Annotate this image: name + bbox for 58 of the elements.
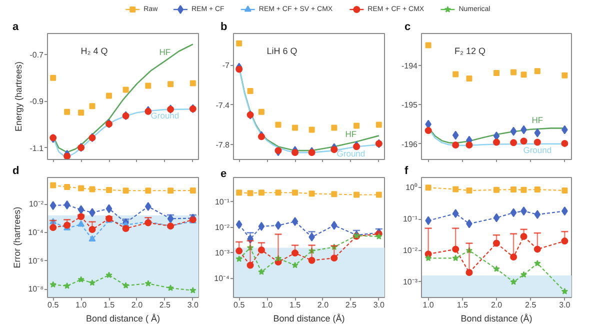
series-label: Ground xyxy=(150,110,180,121)
x-axis-title: Bond distance (Å) xyxy=(273,314,345,324)
x-tick-label: 0.5 xyxy=(234,300,246,310)
y-tick-label: -7.4 xyxy=(216,100,230,110)
series-label: HF xyxy=(159,47,171,58)
annotation: F₂ 12 Q xyxy=(454,46,486,56)
y-tick-label: -195 xyxy=(401,100,418,110)
series-label: Ground xyxy=(523,144,552,155)
x-axis-title: Bond distance (Å) xyxy=(460,314,532,324)
x-tick-label: 2.5 xyxy=(345,300,358,310)
y-tick-label: 10⁻⁸ xyxy=(28,284,44,294)
y-tick-label: 10⁰ xyxy=(406,183,418,192)
annotation: LiH 6 Q xyxy=(266,46,298,56)
y-axis-title: Error (hartrees) xyxy=(12,206,22,268)
x-tick-label: 1.5 xyxy=(103,300,116,310)
chart-title: b xyxy=(220,21,228,33)
y-tick-label: 10⁻⁴ xyxy=(214,274,230,283)
chart-title: a xyxy=(12,21,20,33)
series-label: HF xyxy=(345,128,357,139)
y-tick-label: 10⁻² xyxy=(28,200,44,209)
x-tick-label: 3.0 xyxy=(187,300,200,310)
y-tick-label: -0.9 xyxy=(30,97,44,106)
x-tick-label: 1.0 xyxy=(75,300,88,310)
y-tick-label: 10⁻⁶ xyxy=(28,256,44,266)
y-tick-label: -194 xyxy=(401,62,418,71)
x-tick-label: 3.0 xyxy=(559,300,571,310)
y-tick-label: 10⁻¹ xyxy=(402,214,418,224)
chart-title: f xyxy=(404,165,408,177)
y-tick-label: 10⁻² xyxy=(214,222,230,232)
x-tick-label: 2.5 xyxy=(525,300,537,310)
y-tick-label: 10⁻¹ xyxy=(214,197,230,206)
y-tick-label: 10⁻³ xyxy=(214,248,230,258)
chart-title: d xyxy=(12,165,20,177)
x-tick-label: 1.0 xyxy=(422,300,434,310)
y-axis-title: Energy (hartrees) xyxy=(14,61,24,132)
x-tick-label: 1.5 xyxy=(456,300,469,310)
y-tick-label: 10⁻² xyxy=(402,246,418,256)
chart-title: c xyxy=(404,21,411,33)
x-tick-label: 2.0 xyxy=(317,300,330,310)
x-axis-title: Bond distance ( Å) xyxy=(86,314,160,324)
y-tick-label: -196 xyxy=(401,140,418,149)
x-tick-label: 2.0 xyxy=(131,300,144,310)
x-tick-label: 3.0 xyxy=(373,300,386,310)
x-tick-label: 0.5 xyxy=(48,300,60,310)
y-tick-label: 10⁻⁴ xyxy=(28,228,44,237)
series-label: Ground xyxy=(336,148,366,159)
series-label: HF xyxy=(532,114,544,125)
y-tick-label: -0.7 xyxy=(30,50,44,60)
y-tick-label: -7.8 xyxy=(216,140,230,150)
y-tick-label: 10⁻³ xyxy=(402,277,418,286)
x-tick-label: 2.5 xyxy=(159,300,172,310)
x-tick-label: 2.0 xyxy=(490,300,503,310)
chart-title: e xyxy=(220,168,227,180)
y-tick-label: -7 xyxy=(222,61,230,70)
x-tick-label: 1.0 xyxy=(261,300,274,310)
y-tick-label: -1.1 xyxy=(30,144,44,153)
x-tick-label: 1.5 xyxy=(289,300,302,310)
annotation: H₂ 4 Q xyxy=(80,46,108,56)
